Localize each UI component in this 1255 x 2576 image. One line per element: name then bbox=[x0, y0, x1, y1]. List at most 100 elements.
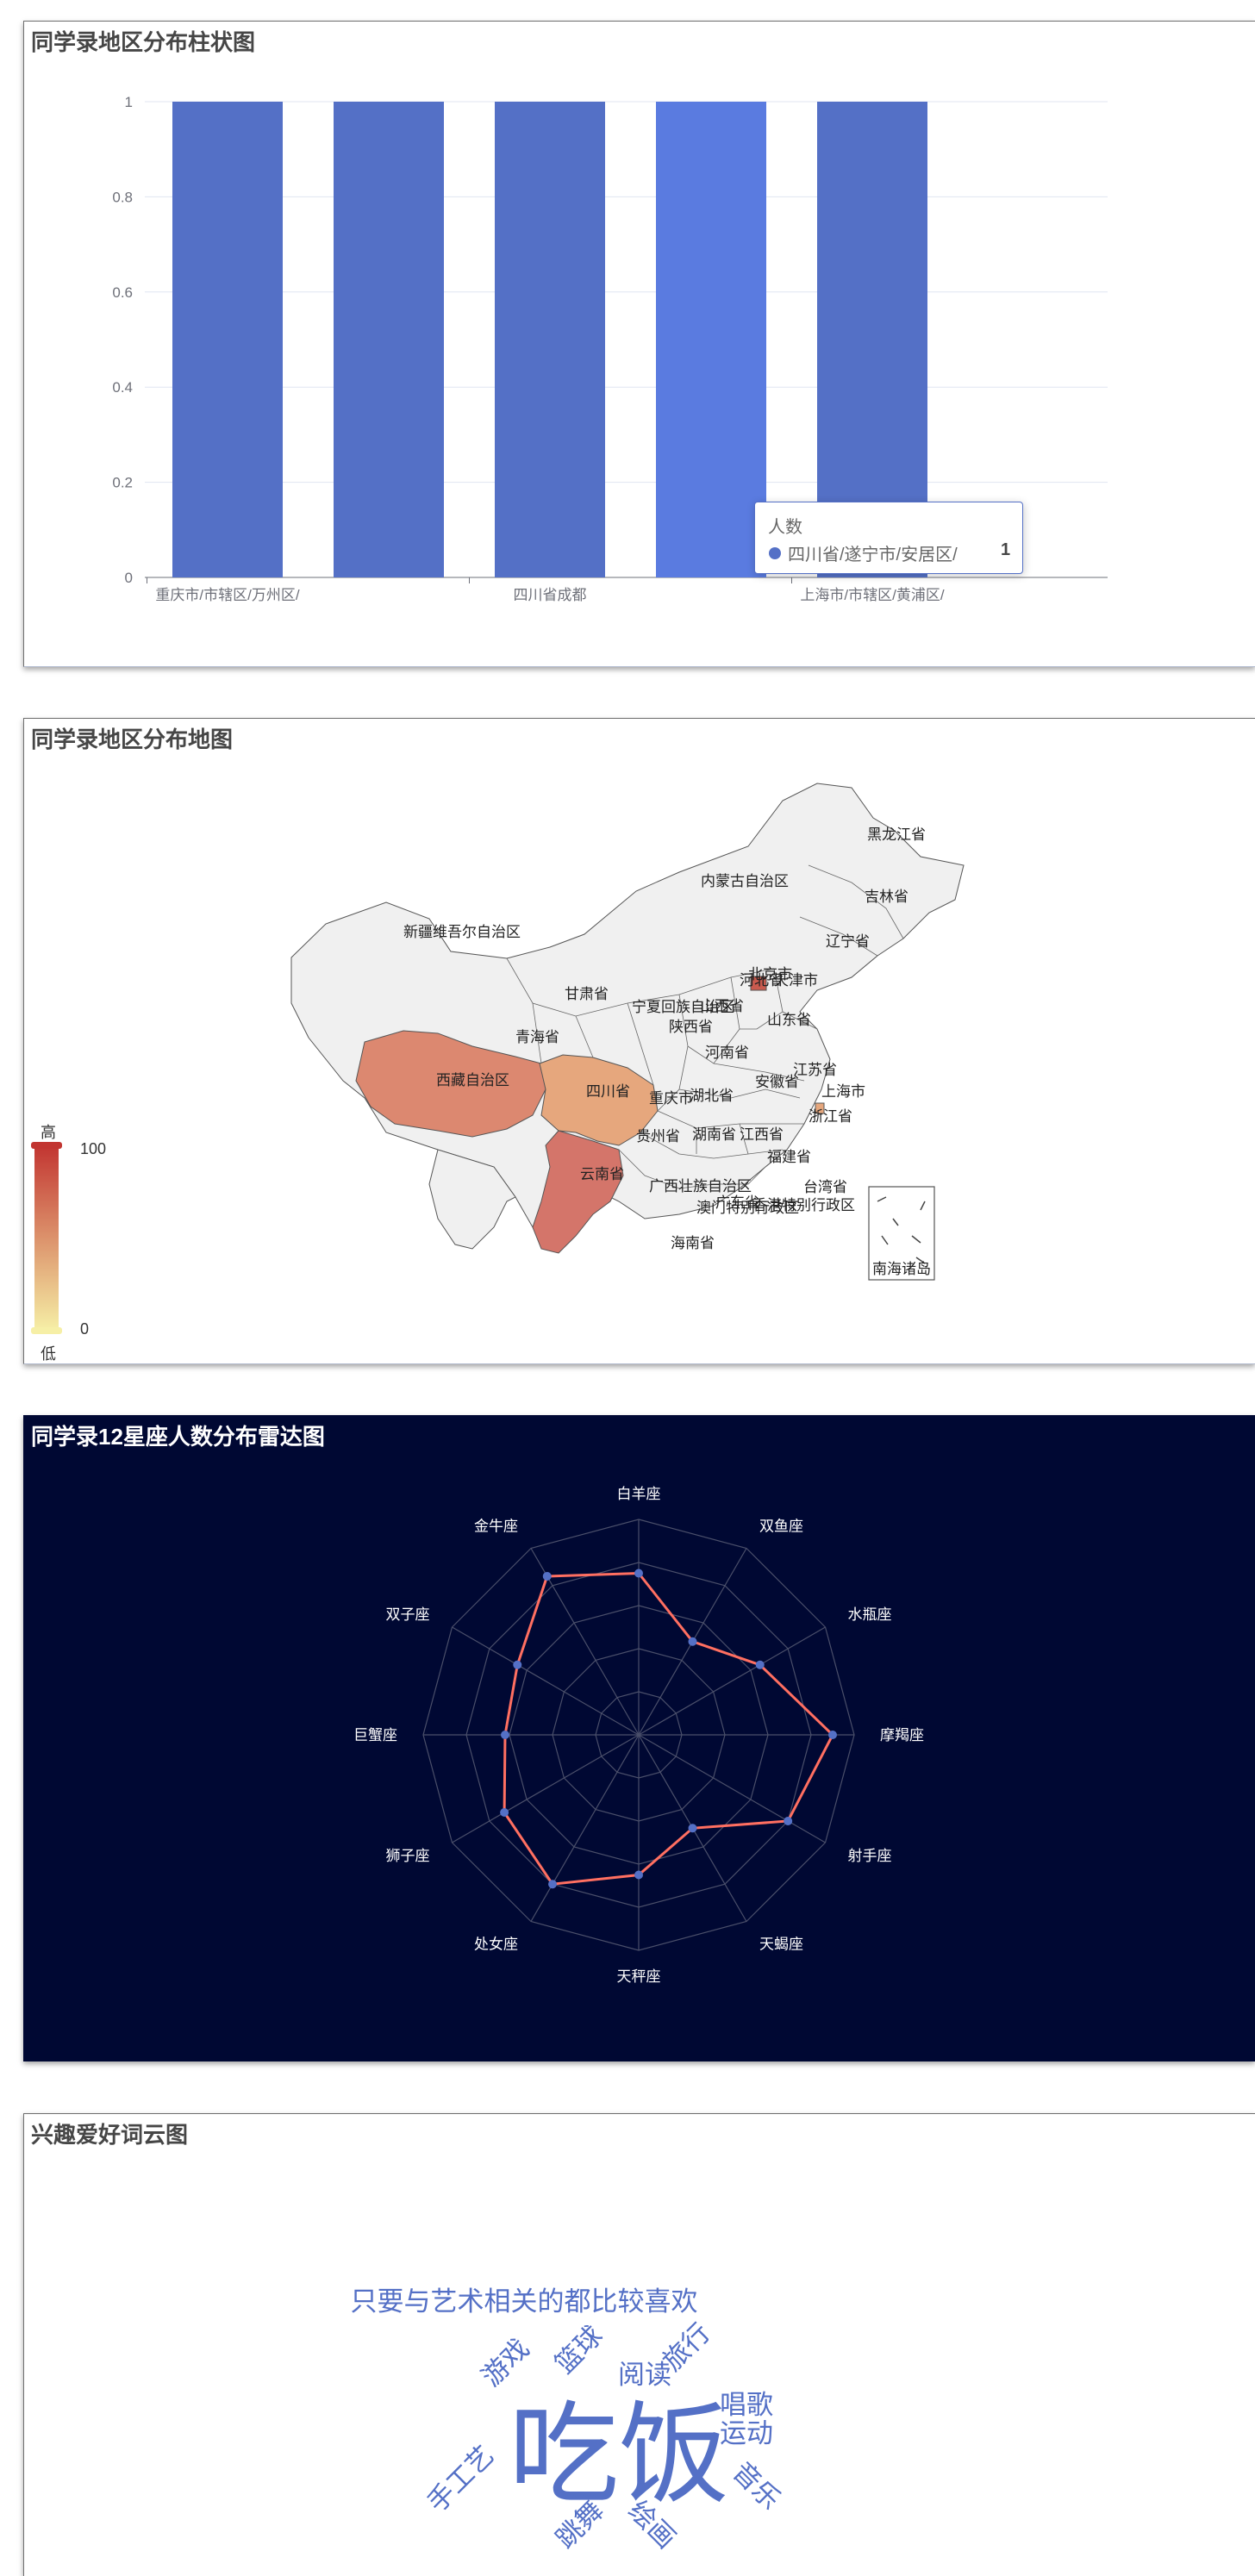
region-label: 安徽省 bbox=[755, 1074, 799, 1090]
radar-axis bbox=[452, 1734, 640, 1843]
tooltip-value: 1 bbox=[1001, 540, 1011, 559]
bar-tooltip: 人数 四川省/遂宁市/安居区/ 1 bbox=[754, 502, 1023, 574]
visualmap-handle-bottom bbox=[31, 1327, 62, 1334]
radar-point bbox=[501, 1731, 509, 1739]
radar-indicator-label: 金牛座 bbox=[474, 1519, 518, 1535]
region-label: 浙江省 bbox=[809, 1108, 852, 1125]
tooltip-series: 人数 bbox=[768, 518, 802, 537]
south-sea-inset bbox=[868, 1186, 935, 1281]
radar-point bbox=[755, 1660, 765, 1669]
y-tick-label: 0 bbox=[125, 570, 133, 586]
region-label: 广东省 bbox=[715, 1194, 759, 1211]
region-shanghai bbox=[815, 1102, 825, 1114]
radar-point bbox=[542, 1571, 552, 1581]
radar-point bbox=[500, 1808, 509, 1817]
radar-point bbox=[513, 1660, 522, 1669]
region-label: 辽宁省 bbox=[826, 933, 870, 950]
radar-indicator-label: 巨蟹座 bbox=[353, 1727, 397, 1743]
province-border bbox=[739, 1123, 749, 1155]
region-label: 湖北省 bbox=[690, 1088, 734, 1104]
region-label: 香港特别行政区 bbox=[752, 1197, 855, 1213]
radar-point bbox=[688, 1824, 697, 1833]
visualmap-low-label: 低 bbox=[41, 1345, 56, 1363]
region-label: 湖南省 bbox=[692, 1126, 736, 1143]
region-label: 重庆市 bbox=[649, 1090, 693, 1107]
china-outline bbox=[290, 783, 965, 1237]
bar-chart[interactable]: 0 0.2 0.4 0.6 0.8 1 重庆市/市辖区/万州区/四川省成都 上海市/市辖区/黄… bbox=[24, 22, 1255, 667]
region-label: 北京市 bbox=[748, 966, 792, 982]
visualmap-handle-top bbox=[31, 1142, 62, 1149]
radar-axis bbox=[530, 1734, 640, 1922]
province-border bbox=[640, 1132, 784, 1159]
y-tick-label: 0.4 bbox=[112, 379, 133, 396]
radar-axis bbox=[638, 1734, 826, 1843]
region-yunnan bbox=[532, 1130, 624, 1254]
province-border bbox=[678, 1088, 801, 1099]
radar-indicator-label: 天秤座 bbox=[617, 1968, 661, 1985]
region-label: 海南省 bbox=[671, 1235, 715, 1251]
region-label: 云南省 bbox=[580, 1166, 624, 1182]
region-label: 上海市 bbox=[821, 1083, 865, 1100]
word: 手工艺 bbox=[421, 2440, 500, 2518]
region-label: 贵州省 bbox=[636, 1128, 680, 1145]
region-label: 甘肃省 bbox=[565, 986, 609, 1002]
region-label: 内蒙古自治区 bbox=[701, 873, 789, 889]
region-label: 吉林省 bbox=[865, 889, 908, 905]
radar-indicator-label: 双鱼座 bbox=[759, 1519, 803, 1535]
province-border bbox=[657, 994, 689, 1112]
region-label: 河南省 bbox=[705, 1045, 749, 1061]
radar-point bbox=[784, 1817, 793, 1825]
radar-point bbox=[634, 1870, 643, 1880]
region-label: 新疆维吾尔自治区 bbox=[403, 924, 521, 940]
radar-indicator-label: 摩羯座 bbox=[880, 1727, 924, 1743]
bar bbox=[172, 102, 283, 577]
word: 只要与艺术相关的都比较喜欢 bbox=[351, 2286, 698, 2317]
region-label: 澳门特别行政区 bbox=[696, 1200, 799, 1216]
y-tick-label: 0.8 bbox=[112, 189, 133, 205]
radar-panel: 同学录12星座人数分布雷达图 白羊座 双鱼座 水瓶座 摩羯座 射手座 天蝎座 天秤座 处女座 狮… bbox=[23, 1415, 1255, 2061]
region-label: 江西省 bbox=[740, 1126, 784, 1143]
bar bbox=[817, 102, 927, 577]
y-tick-label: 0.6 bbox=[112, 284, 133, 301]
region-label: 天津市 bbox=[774, 972, 818, 989]
province-border bbox=[713, 1063, 805, 1082]
province-border bbox=[618, 1149, 766, 1189]
region-label: 青海省 bbox=[515, 1029, 559, 1045]
x-tick-label: 重庆市/市辖区/万州区/ bbox=[155, 587, 299, 603]
region-label: 河北省 bbox=[740, 972, 784, 989]
y-tick-label: 0.2 bbox=[112, 475, 133, 491]
radar-indicator-label: 水瓶座 bbox=[847, 1606, 891, 1623]
region-label: 山东省 bbox=[767, 1012, 811, 1028]
x-tick-label: 上海市/市辖区/黄浦区/ bbox=[800, 587, 944, 603]
map-title: 同学录地区分布地图 bbox=[31, 727, 234, 752]
region-label: 陕西省 bbox=[669, 1019, 713, 1035]
province-border bbox=[782, 1011, 818, 1030]
x-tick-label: 四川省成都 bbox=[514, 587, 587, 603]
south-sea-islands bbox=[877, 1196, 926, 1264]
visualmap-min-label: 0 bbox=[80, 1320, 90, 1338]
bar bbox=[495, 102, 605, 577]
region-label: 宁夏回族自治区 bbox=[632, 999, 734, 1015]
bar bbox=[656, 102, 766, 577]
province-border bbox=[532, 1002, 542, 1064]
wordcloud-title: 兴趣爱好词云图 bbox=[31, 2122, 189, 2148]
region-label: 黑龙江省 bbox=[867, 826, 926, 843]
word: 阅读 bbox=[618, 2360, 671, 2390]
y-tick-label: 1 bbox=[125, 94, 133, 110]
radar-axis bbox=[638, 1626, 826, 1736]
radar-series-line bbox=[503, 1571, 834, 1886]
region-label: 江苏省 bbox=[793, 1062, 837, 1078]
region-label: 福建省 bbox=[767, 1149, 811, 1165]
province-border bbox=[575, 1015, 594, 1058]
region-beijing bbox=[750, 976, 767, 991]
word: 吃饭 bbox=[509, 2393, 729, 2517]
yunnan-region-outline bbox=[428, 1149, 516, 1250]
region-label: 西藏自治区 bbox=[436, 1072, 509, 1088]
south-sea-label: 南海诸岛 bbox=[872, 1261, 931, 1277]
region-label: 广西壮族自治区 bbox=[649, 1178, 752, 1194]
tooltip-name: 四川省/遂宁市/安居区/ bbox=[788, 546, 958, 564]
radar-point bbox=[828, 1731, 837, 1739]
